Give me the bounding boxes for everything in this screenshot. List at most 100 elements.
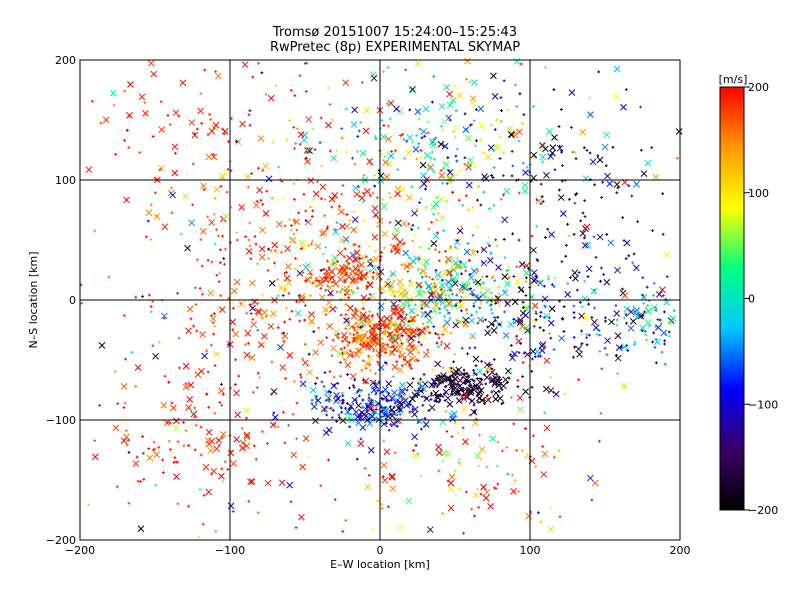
- data-point: [337, 413, 341, 417]
- data-point: [502, 237, 506, 241]
- data-point: [232, 306, 235, 310]
- data-point: [497, 390, 501, 394]
- data-point: [398, 134, 402, 137]
- data-point: [606, 180, 614, 188]
- data-point: [499, 197, 503, 201]
- data-point: [438, 375, 445, 382]
- data-point: [510, 396, 513, 399]
- data-point: [669, 315, 677, 322]
- data-point: [400, 342, 404, 345]
- data-point: [447, 485, 455, 493]
- data-point: [256, 262, 259, 266]
- data-point: [322, 384, 326, 388]
- data-point: [207, 405, 211, 409]
- data-point: [218, 172, 226, 180]
- data-point: [459, 260, 462, 264]
- data-point: [441, 289, 445, 293]
- data-point: [459, 224, 463, 228]
- data-point: [517, 286, 525, 294]
- data-point: [409, 85, 416, 93]
- data-point: [211, 153, 215, 156]
- data-point: [359, 325, 362, 329]
- data-point: [464, 57, 471, 65]
- data-point: [285, 270, 288, 274]
- data-point: [663, 251, 671, 259]
- data-point: [574, 157, 578, 161]
- data-point: [539, 153, 547, 161]
- data-point: [593, 183, 597, 187]
- data-point: [195, 329, 199, 333]
- data-point: [521, 161, 525, 165]
- data-point: [435, 374, 443, 382]
- data-point: [585, 343, 589, 347]
- data-point: [613, 181, 621, 188]
- data-point: [326, 225, 330, 229]
- data-point: [436, 449, 443, 456]
- data-point: [314, 397, 322, 404]
- data-point: [663, 362, 667, 366]
- data-point: [320, 280, 324, 284]
- data-point: [361, 398, 365, 402]
- data-point: [413, 303, 417, 307]
- data-point: [350, 121, 358, 128]
- data-point: [419, 299, 426, 307]
- data-point: [552, 348, 556, 351]
- data-point: [418, 386, 422, 390]
- data-point: [521, 361, 525, 365]
- data-point: [283, 271, 287, 275]
- data-point: [472, 379, 476, 383]
- data-point: [371, 313, 374, 317]
- data-point: [349, 251, 357, 259]
- data-point: [249, 257, 253, 261]
- data-point: [472, 371, 476, 375]
- data-point: [580, 342, 584, 346]
- data-point: [265, 189, 269, 193]
- data-point: [408, 410, 412, 414]
- data-point: [90, 99, 94, 103]
- data-point: [205, 488, 213, 496]
- data-point: [408, 108, 412, 112]
- data-point: [422, 290, 426, 294]
- data-point: [409, 355, 416, 363]
- data-point: [497, 322, 501, 326]
- data-point: [519, 309, 527, 317]
- data-point: [616, 372, 620, 376]
- data-point: [461, 426, 465, 430]
- data-point: [590, 498, 594, 502]
- data-point: [253, 202, 260, 209]
- data-point: [400, 290, 408, 298]
- data-point: [452, 130, 456, 133]
- colorbar-tick-label: −200: [748, 504, 778, 517]
- data-point: [468, 272, 472, 276]
- data-point: [358, 194, 366, 202]
- data-point: [492, 486, 496, 490]
- data-point: [454, 372, 458, 376]
- data-point: [477, 464, 481, 468]
- data-point: [492, 358, 496, 361]
- data-point: [481, 247, 485, 251]
- data-point: [235, 231, 238, 235]
- data-point: [400, 312, 404, 316]
- data-point: [495, 118, 499, 122]
- data-point: [598, 333, 602, 337]
- data-point: [667, 330, 671, 334]
- data-point: [632, 305, 636, 309]
- data-point: [306, 147, 313, 154]
- data-point: [389, 405, 392, 408]
- data-point: [521, 306, 525, 309]
- data-point: [176, 291, 179, 295]
- data-point: [366, 259, 370, 262]
- data-point: [522, 169, 529, 176]
- data-point: [580, 332, 583, 336]
- data-point: [407, 280, 415, 288]
- data-point: [492, 389, 500, 397]
- data-point: [248, 109, 252, 113]
- data-point: [457, 198, 461, 202]
- data-point: [398, 413, 402, 416]
- data-point: [395, 360, 399, 364]
- data-point: [305, 61, 309, 65]
- data-point: [417, 117, 421, 121]
- data-point: [515, 334, 519, 338]
- data-point: [260, 71, 264, 75]
- data-point: [286, 481, 294, 489]
